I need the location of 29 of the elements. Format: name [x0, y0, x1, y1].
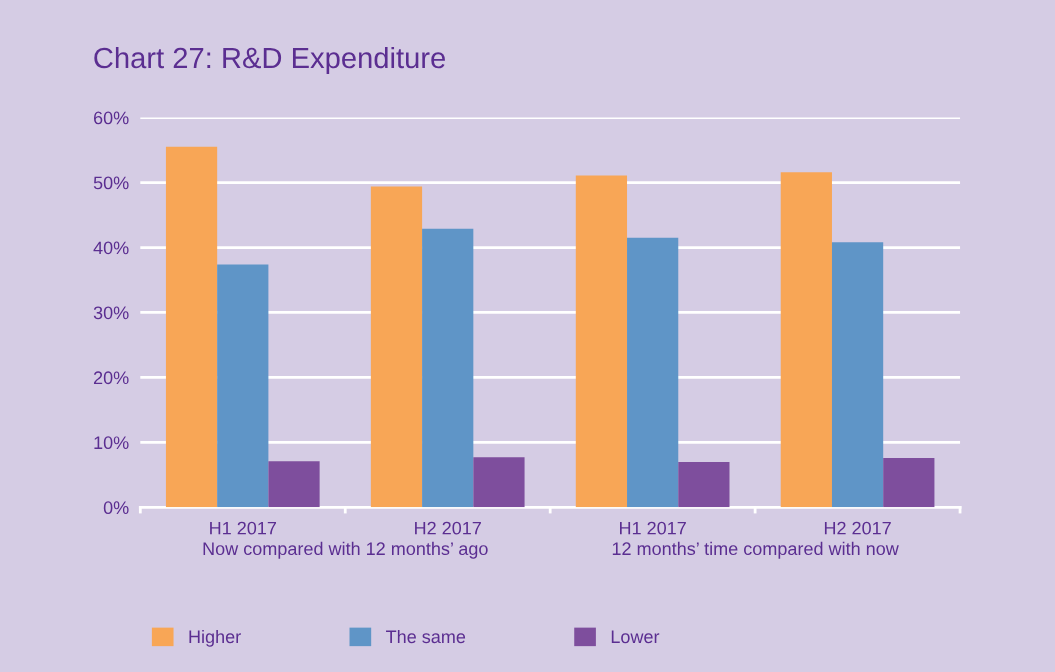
- bar: [627, 237, 679, 508]
- bar: [217, 264, 269, 508]
- bar: [780, 172, 832, 508]
- x-tick-label: H1 2017: [620, 521, 686, 535]
- bar: [883, 457, 935, 508]
- x-tick-label: H2 2017: [824, 521, 891, 535]
- y-tick-label: 60%: [93, 111, 129, 125]
- bar: [473, 457, 525, 508]
- y-tick-label: 30%: [93, 306, 129, 320]
- chart-title: Chart 27: R&D Expenditure: [94, 46, 445, 75]
- y-tick-label: 0%: [103, 501, 129, 515]
- y-tick-label: 20%: [93, 371, 129, 385]
- y-tick-label: 50%: [93, 176, 129, 190]
- legend-label: The same: [386, 629, 466, 644]
- bar: [422, 228, 474, 508]
- x-tick-label: H1 2017: [210, 521, 277, 535]
- legend-label: Lower: [611, 630, 660, 644]
- y-tick-label: 10%: [94, 436, 129, 450]
- bar: [575, 175, 628, 508]
- legend-label: Higher: [189, 629, 241, 647]
- bar: [831, 242, 884, 508]
- bar: [268, 461, 320, 508]
- bar: [678, 461, 730, 508]
- text: 12 months’ time compared with now: [612, 541, 899, 559]
- text: Now compared with 12 months’ ago: [203, 541, 488, 559]
- x-tick-label: H2 2017: [415, 521, 481, 535]
- bar: [370, 186, 423, 508]
- bar: [165, 146, 218, 508]
- y-tick-label: 40%: [93, 241, 129, 255]
